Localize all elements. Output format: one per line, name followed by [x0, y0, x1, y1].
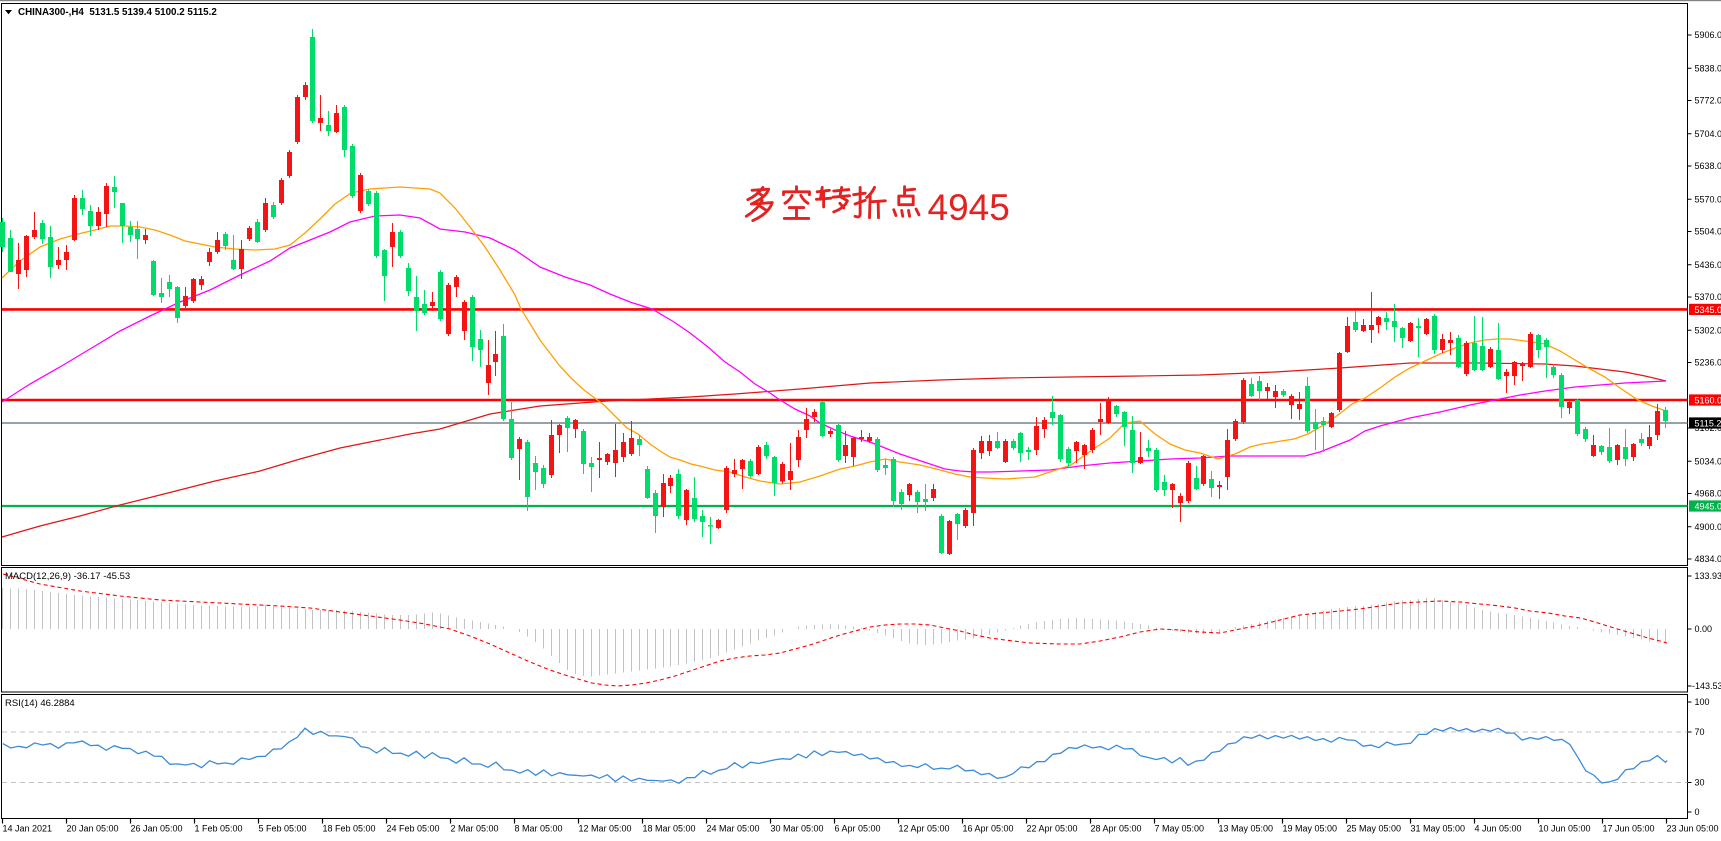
- svg-text:1 Feb 05:00: 1 Feb 05:00: [195, 824, 243, 834]
- svg-text:7 May 05:00: 7 May 05:00: [1155, 824, 1205, 834]
- svg-text:CHINA300-,H4 5131.5 5139.4 51: CHINA300-,H4 5131.5 5139.4 5100.2 5115.2: [18, 7, 217, 18]
- svg-text:5345.0: 5345.0: [1695, 305, 1721, 315]
- svg-text:5570.0: 5570.0: [1695, 194, 1721, 204]
- svg-text:12 Apr 05:00: 12 Apr 05:00: [899, 824, 950, 834]
- svg-text:4945: 4945: [928, 187, 1010, 228]
- svg-text:20 Jan 05:00: 20 Jan 05:00: [67, 824, 119, 834]
- svg-text:30: 30: [1695, 778, 1705, 788]
- svg-text:24 Mar 05:00: 24 Mar 05:00: [707, 824, 760, 834]
- svg-text:4900.0: 4900.0: [1695, 522, 1721, 532]
- svg-text:31 May 05:00: 31 May 05:00: [1411, 824, 1466, 834]
- svg-text:-143.53: -143.53: [1692, 681, 1721, 691]
- svg-text:5302.0: 5302.0: [1695, 325, 1721, 335]
- svg-text:5034.0: 5034.0: [1695, 456, 1721, 466]
- svg-text:19 May 05:00: 19 May 05:00: [1283, 824, 1338, 834]
- svg-text:5772.0: 5772.0: [1695, 96, 1721, 106]
- svg-text:23 Jun 05:00: 23 Jun 05:00: [1667, 824, 1719, 834]
- svg-text:5160.0: 5160.0: [1695, 395, 1721, 405]
- svg-text:0.00: 0.00: [1695, 624, 1713, 634]
- svg-text:133.93: 133.93: [1695, 571, 1721, 581]
- svg-text:70: 70: [1695, 727, 1705, 737]
- svg-text:12 Mar 05:00: 12 Mar 05:00: [579, 824, 632, 834]
- svg-text:MACD(12,26,9) -36.17 -45.53: MACD(12,26,9) -36.17 -45.53: [5, 571, 130, 582]
- svg-text:18 Mar 05:00: 18 Mar 05:00: [643, 824, 696, 834]
- svg-text:18 Feb 05:00: 18 Feb 05:00: [323, 824, 376, 834]
- svg-text:5504.0: 5504.0: [1695, 227, 1721, 237]
- svg-text:4945.0: 4945.0: [1695, 501, 1721, 511]
- svg-text:10 Jun 05:00: 10 Jun 05:00: [1539, 824, 1591, 834]
- svg-text:25 May 05:00: 25 May 05:00: [1347, 824, 1402, 834]
- svg-text:17 Jun 05:00: 17 Jun 05:00: [1603, 824, 1655, 834]
- svg-text:RSI(14) 46.2884: RSI(14) 46.2884: [5, 698, 75, 709]
- svg-text:4834.0: 4834.0: [1695, 554, 1721, 564]
- svg-text:2 Mar 05:00: 2 Mar 05:00: [451, 824, 499, 834]
- svg-text:28 Apr 05:00: 28 Apr 05:00: [1091, 824, 1142, 834]
- svg-text:8 Mar 05:00: 8 Mar 05:00: [515, 824, 563, 834]
- svg-text:24 Feb 05:00: 24 Feb 05:00: [387, 824, 440, 834]
- svg-text:22 Apr 05:00: 22 Apr 05:00: [1027, 824, 1078, 834]
- svg-text:5638.0: 5638.0: [1695, 161, 1721, 171]
- svg-text:6 Apr 05:00: 6 Apr 05:00: [835, 824, 881, 834]
- svg-text:4 Jun 05:00: 4 Jun 05:00: [1475, 824, 1522, 834]
- svg-text:5906.0: 5906.0: [1695, 30, 1721, 40]
- svg-text:26 Jan 05:00: 26 Jan 05:00: [131, 824, 183, 834]
- svg-text:5236.0: 5236.0: [1695, 358, 1721, 368]
- svg-text:4968.0: 4968.0: [1695, 489, 1721, 499]
- svg-text:100: 100: [1695, 697, 1710, 707]
- svg-text:14 Jan 2021: 14 Jan 2021: [3, 824, 53, 834]
- svg-text:5704.0: 5704.0: [1695, 129, 1721, 139]
- svg-text:5838.0: 5838.0: [1695, 63, 1721, 73]
- svg-text:13 May 05:00: 13 May 05:00: [1219, 824, 1274, 834]
- svg-text:5370.0: 5370.0: [1695, 292, 1721, 302]
- svg-text:0: 0: [1695, 807, 1700, 817]
- svg-text:16 Apr 05:00: 16 Apr 05:00: [963, 824, 1014, 834]
- svg-text:5 Feb 05:00: 5 Feb 05:00: [259, 824, 307, 834]
- svg-text:30 Mar 05:00: 30 Mar 05:00: [771, 824, 824, 834]
- svg-text:5115.2: 5115.2: [1695, 418, 1721, 428]
- svg-text:5436.0: 5436.0: [1695, 260, 1721, 270]
